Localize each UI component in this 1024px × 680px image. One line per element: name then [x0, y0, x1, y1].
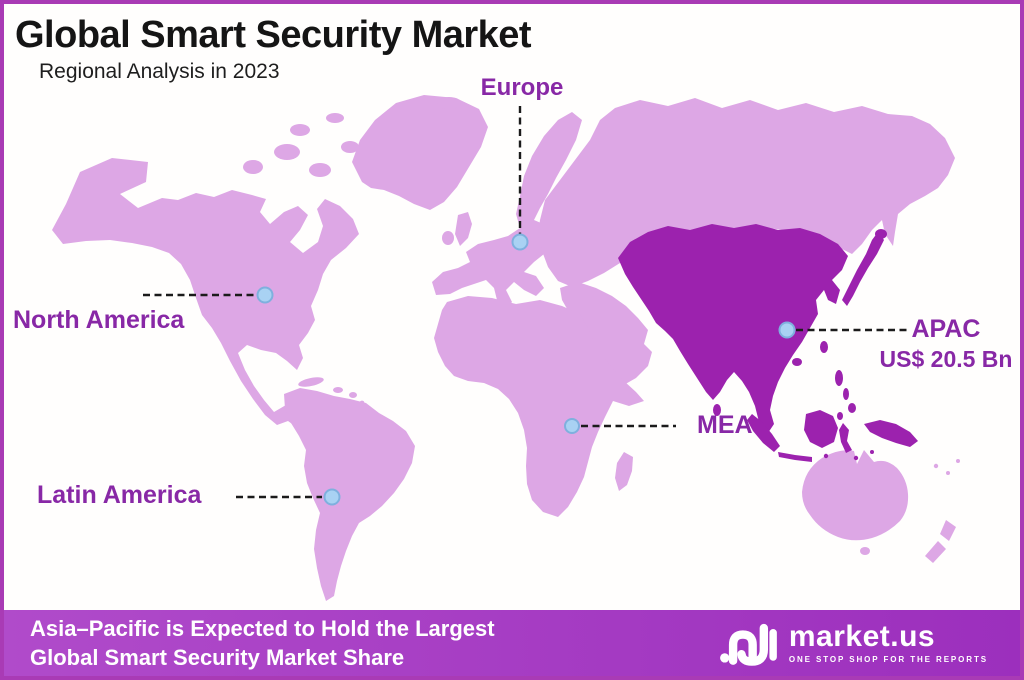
arctic-islands: [243, 113, 359, 177]
marketus-logo-icon: [719, 623, 777, 666]
brand-logo: market.us ONE STOP SHOP FOR THE REPORTS: [717, 616, 988, 670]
greenland-landmass: [352, 95, 488, 210]
region-europe-landmass: [432, 112, 582, 310]
hokkaido-landmass: [875, 229, 887, 239]
indonesia-landmass: [747, 410, 918, 462]
region-apac-landmass: [618, 224, 848, 433]
region-latin-america-landmass: [284, 388, 415, 601]
apac-value: US$ 20.5 Bn: [879, 346, 1013, 373]
pacific-islands: [933, 459, 960, 475]
tasmania-landmass: [860, 547, 870, 555]
iceland-landmass: [437, 97, 461, 109]
taiwan-landmass: [820, 341, 828, 353]
middle-east-landmass: [560, 282, 652, 386]
region-mea-landmass: [434, 296, 644, 517]
region-label-latin-america: Latin America: [37, 481, 202, 509]
region-label-north-america: North America: [13, 306, 185, 334]
page-title: Global Smart Security Market: [15, 14, 532, 56]
page-subtitle: Regional Analysis in 2023: [39, 60, 280, 83]
marker-north-america: [256, 286, 274, 304]
madagascar-landmass: [615, 452, 633, 491]
footer-message-line2: Global Smart Security Market Share: [30, 645, 405, 670]
new-zealand-landmass: [925, 520, 956, 563]
brand-name: market.us: [788, 620, 936, 653]
footer-message-line1: Asia–Pacific is Expected to Hold the Lar…: [30, 616, 495, 641]
region-label-apac: APAC US$ 20.5 Bn: [872, 314, 1020, 374]
region-north-america-landmass: [52, 158, 359, 458]
philippines-landmass: [835, 370, 856, 420]
region-label-mea: MEA: [697, 411, 753, 439]
japan-landmass: [842, 232, 884, 306]
ireland-landmass: [442, 231, 454, 245]
australia-landmass: [802, 450, 909, 541]
brand-tagline: ONE STOP SHOP FOR THE REPORTS: [788, 655, 988, 664]
footer-banner: Asia–Pacific is Expected to Hold the Lar…: [4, 610, 1020, 676]
uk-landmass: [455, 212, 472, 246]
hainan-landmass: [792, 358, 802, 366]
footer-message: Asia–Pacific is Expected to Hold the Lar…: [30, 614, 495, 672]
marker-latin-america: [323, 488, 341, 506]
marker-europe: [511, 233, 529, 251]
marker-mea: [564, 418, 580, 434]
sri-lanka-landmass: [713, 404, 721, 416]
region-label-europe: Europe: [480, 74, 564, 101]
marker-apac: [778, 321, 796, 339]
apac-label: APAC: [911, 315, 981, 343]
